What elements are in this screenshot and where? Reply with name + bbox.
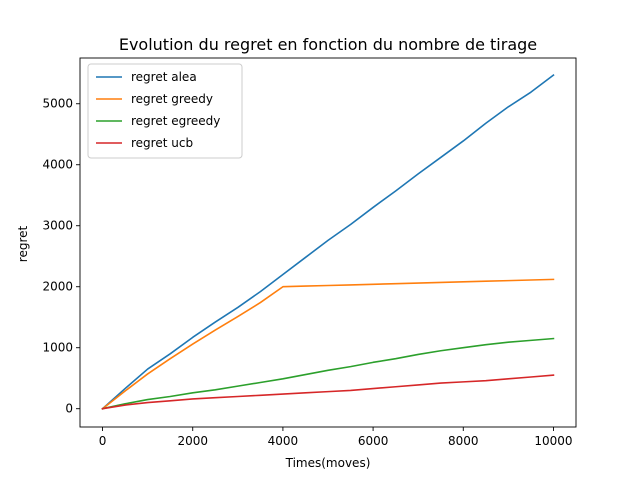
x-tick-label: 8000 <box>448 434 479 448</box>
legend-box <box>87 63 243 159</box>
legend-label: regret ucb <box>131 136 193 150</box>
y-tick-label: 4000 <box>42 158 73 172</box>
x-tick-label: 0 <box>99 434 107 448</box>
y-tick-label: 3000 <box>42 219 73 233</box>
series-line-2 <box>101 278 555 410</box>
y-axis-label: regret <box>16 225 30 262</box>
y-tick-label: 2000 <box>42 280 73 294</box>
chart-title: Evolution du regret en fonction du nombr… <box>119 35 537 54</box>
y-tick-label: 5000 <box>42 97 73 111</box>
legend-label: regret alea <box>131 70 197 84</box>
series-line-1 <box>101 73 555 410</box>
x-tick-label: 2000 <box>177 434 208 448</box>
x-tick-label: 4000 <box>268 434 299 448</box>
legend-label: regret greedy <box>131 92 213 106</box>
series-layer <box>101 73 555 410</box>
series-line-4 <box>101 374 555 410</box>
x-tick-label: 10000 <box>534 434 572 448</box>
y-tick-label: 1000 <box>42 341 73 355</box>
series-line-3 <box>101 337 555 410</box>
plot-frame <box>79 57 577 428</box>
x-axis-label: Times(moves) <box>285 456 371 470</box>
y-tick-label: 0 <box>65 402 73 416</box>
legend: regret alea regret greedy regret egreedy re… <box>87 63 243 159</box>
x-tick-label: 6000 <box>358 434 389 448</box>
axes-layer: 0 2000 4000 6000 8000 10000 0 1000 2000 3000 4000 5… <box>42 57 577 448</box>
legend-label: regret egreedy <box>131 114 220 128</box>
